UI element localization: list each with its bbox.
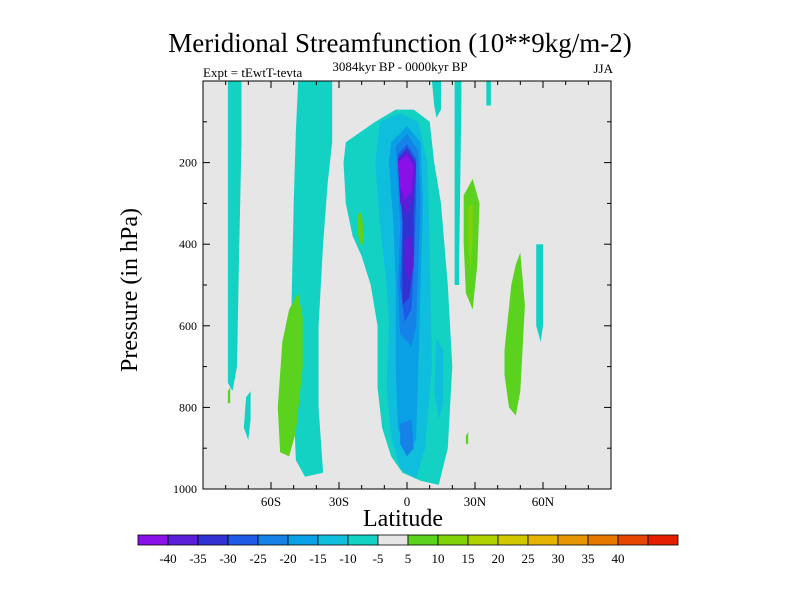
colorbar-swatch: [647, 534, 679, 546]
colorbar-label: -25: [249, 551, 266, 566]
contour-fills: [227, 81, 543, 485]
contour-region: [454, 81, 462, 285]
x-tick-label: 30S: [329, 494, 349, 509]
colorbar-swatch: [347, 534, 379, 546]
x-tick-label: 30N: [464, 494, 487, 509]
y-tick-label: 200: [179, 156, 197, 170]
colorbar-label: 40: [612, 551, 625, 566]
contour-region: [404, 236, 414, 281]
colorbar-swatch: [587, 534, 619, 546]
contour-region: [486, 81, 491, 106]
contour-region: [243, 391, 251, 440]
colorbar-swatch: [437, 534, 469, 546]
colorbar-swatch: [197, 534, 229, 546]
colorbar-swatch: [317, 534, 349, 546]
contour-region: [504, 252, 525, 416]
contour-region: [536, 244, 543, 343]
colorbar-label: 35: [582, 551, 595, 566]
colorbar-label: -20: [279, 551, 296, 566]
colorbar-label: 30: [552, 551, 565, 566]
colorbar-label: -35: [189, 551, 206, 566]
colorbar-swatch: [167, 534, 199, 546]
contour-region: [468, 203, 473, 269]
colorbar-swatch: [287, 534, 319, 546]
season-label: JJA: [593, 61, 613, 76]
chart-subtitle: 3084kyr BP - 0000kyr BP: [332, 59, 468, 74]
x-tick-label: 0: [404, 494, 411, 509]
colorbar-label: -40: [159, 551, 176, 566]
colorbar-swatch: [527, 534, 559, 546]
x-axis-label: Latitude: [363, 506, 443, 532]
colorbar-label: 5: [405, 551, 412, 566]
colorbar-label: 20: [492, 551, 505, 566]
contour-region: [431, 81, 441, 118]
colorbar-swatch: [497, 534, 529, 546]
y-tick-label: 600: [179, 319, 197, 333]
colorbar-label: -30: [219, 551, 236, 566]
colorbar-label: -10: [339, 551, 356, 566]
contour-region: [277, 293, 303, 457]
colorbar-label: 25: [522, 551, 535, 566]
contour-region: [227, 387, 231, 404]
y-axis-label: Pressure (in hPa): [117, 208, 143, 372]
colorbar-label: -15: [309, 551, 326, 566]
experiment-label: Expt = tEwtT-tevta: [203, 65, 303, 80]
colorbar-label: -5: [373, 551, 384, 566]
colorbar-swatch: [407, 534, 439, 546]
colorbar-swatch: [467, 534, 499, 546]
contour-region: [397, 154, 414, 200]
y-tick-label: 400: [179, 237, 197, 251]
contour-region: [357, 211, 364, 249]
colorbar-swatch: [617, 534, 649, 546]
y-tick-label: 800: [179, 400, 197, 414]
y-tick-label: 1000: [173, 482, 197, 496]
colorbar-swatch: [137, 534, 169, 546]
colorbar-swatch: [377, 534, 409, 546]
colorbar-swatch: [557, 534, 589, 546]
contour-region: [400, 419, 414, 457]
colorbar-swatch: [227, 534, 259, 546]
colorbar-label: 10: [432, 551, 445, 566]
colorbar-swatch: [257, 534, 289, 546]
contour-region: [291, 81, 333, 477]
chart-title: Meridional Streamfunction (10**9kg/m-2): [168, 28, 632, 58]
contour-region: [227, 81, 242, 392]
contour-region: [434, 338, 444, 420]
x-tick-label: 60S: [261, 494, 281, 509]
colorbar-label: 15: [462, 551, 475, 566]
contour-region: [465, 431, 469, 445]
x-tick-label: 60N: [532, 494, 555, 509]
